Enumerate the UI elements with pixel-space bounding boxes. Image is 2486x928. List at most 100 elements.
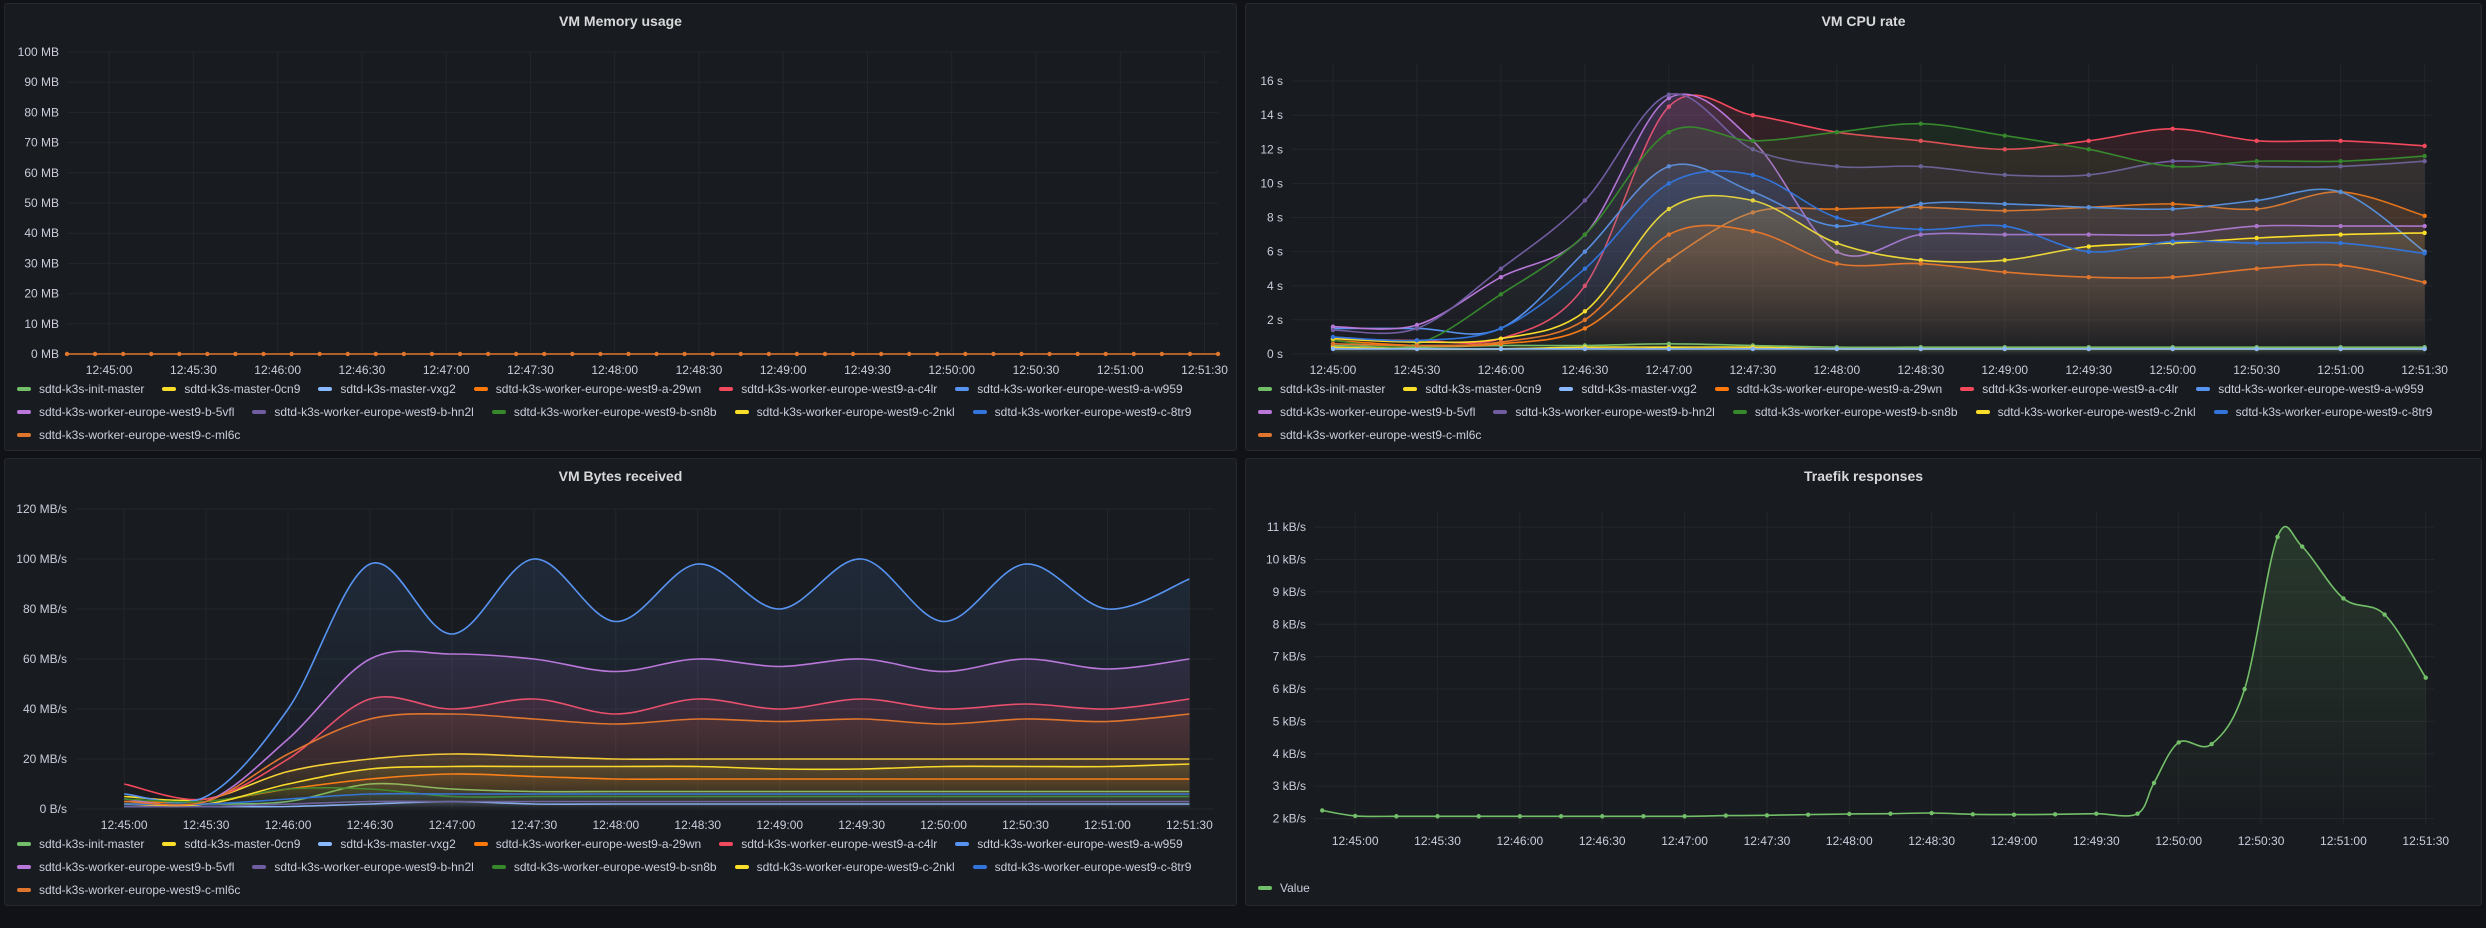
legend-label: sdtd-k3s-master-vxg2 (340, 381, 456, 396)
legend-item[interactable]: sdtd-k3s-master-vxg2 (318, 835, 456, 852)
data-point (2170, 164, 2175, 169)
x-tick-label: 12:48:00 (591, 363, 638, 377)
legend-label: sdtd-k3s-master-0cn9 (184, 836, 301, 851)
data-point (1320, 808, 1325, 813)
data-point (2086, 249, 2091, 254)
legend-item[interactable]: sdtd-k3s-worker-europe-west9-c-8tr9 (972, 858, 1191, 875)
data-point (2422, 280, 2427, 285)
data-point (1970, 812, 1976, 817)
legend-item[interactable]: sdtd-k3s-worker-europe-west9-c-ml6c (1258, 426, 1481, 443)
data-point (2094, 811, 2099, 816)
legend-item[interactable]: sdtd-k3s-master-0cn9 (1403, 380, 1541, 397)
legend-item[interactable]: sdtd-k3s-init-master (17, 380, 144, 397)
legend-label: sdtd-k3s-worker-europe-west9-a-29wn (495, 836, 702, 851)
legend-item[interactable]: sdtd-k3s-worker-europe-west9-a-29wn (473, 380, 701, 397)
data-point (261, 351, 266, 357)
x-tick-label: 12:51:00 (2317, 363, 2364, 377)
y-tick-label: 60 MB (24, 166, 59, 180)
panel-title[interactable]: VM Memory usage (559, 13, 682, 29)
legend-label: sdtd-k3s-worker-europe-west9-c-2nkl (756, 404, 955, 419)
data-point (1582, 198, 1588, 203)
legend-item[interactable]: sdtd-k3s-worker-europe-west9-b-sn8b (1732, 403, 1958, 420)
legend-label: sdtd-k3s-worker-europe-west9-c-ml6c (1280, 427, 1482, 442)
legend-item[interactable]: sdtd-k3s-worker-europe-west9-c-8tr9 (2213, 403, 2432, 420)
data-point (1834, 130, 1840, 135)
legend-item[interactable]: sdtd-k3s-worker-europe-west9-b-5vfl (17, 403, 234, 420)
legend-item[interactable]: sdtd-k3s-worker-europe-west9-a-c4lr (1960, 380, 2178, 397)
legend-item[interactable]: Value (1258, 879, 1310, 896)
legend-item[interactable]: sdtd-k3s-master-0cn9 (162, 380, 300, 397)
data-point (233, 351, 238, 357)
legend-item[interactable]: sdtd-k3s-worker-europe-west9-b-5vfl (1258, 403, 1475, 420)
legend-item[interactable]: sdtd-k3s-worker-europe-west9-a-29wn (1714, 380, 1943, 397)
data-point (1019, 351, 1024, 357)
x-tick-label: 12:47:00 (1661, 834, 1708, 848)
panel-title[interactable]: VM CPU rate (1821, 13, 1906, 29)
legend-item[interactable]: sdtd-k3s-master-vxg2 (1559, 380, 1697, 397)
data-point (2300, 544, 2305, 549)
data-point (2052, 812, 2058, 817)
x-tick-label: 12:51:30 (2402, 834, 2449, 848)
legend-item[interactable]: sdtd-k3s-worker-europe-west9-c-ml6c (17, 426, 240, 443)
legend-item[interactable]: sdtd-k3s-worker-europe-west9-a-29wn (473, 835, 702, 852)
y-tick-label: 70 MB (24, 136, 59, 150)
legend-item[interactable]: sdtd-k3s-worker-europe-west9-a-w959 (955, 380, 1183, 397)
series-line (1332, 170, 2425, 342)
legend-label: sdtd-k3s-master-0cn9 (184, 381, 301, 396)
panel-title[interactable]: Traefik responses (1803, 468, 1924, 484)
legend-label: sdtd-k3s-worker-europe-west9-b-5vfl (1280, 404, 1476, 419)
data-point (2338, 159, 2343, 164)
y-tick-label: 20 MB (24, 287, 59, 301)
legend-item[interactable]: sdtd-k3s-worker-europe-west9-a-w959 (2196, 380, 2424, 397)
legend-item[interactable]: sdtd-k3s-worker-europe-west9-b-hn2l (252, 403, 474, 420)
data-point (1498, 326, 1504, 331)
x-tick-label: 12:49:30 (844, 363, 891, 377)
data-point (2338, 240, 2343, 246)
legend-item[interactable]: sdtd-k3s-worker-europe-west9-c-2nkl (1975, 403, 2196, 420)
x-tick-label: 12:48:00 (1826, 834, 1873, 848)
legend-item[interactable]: sdtd-k3s-worker-europe-west9-c-8tr9 (972, 403, 1191, 420)
data-point (2011, 812, 2017, 817)
legend-swatch (491, 409, 506, 414)
data-point (1918, 227, 1923, 232)
data-point (2422, 153, 2427, 159)
panel-title[interactable]: VM Bytes received (558, 468, 683, 484)
data-point (2254, 138, 2259, 143)
legend-item[interactable]: sdtd-k3s-worker-europe-west9-a-c4lr (719, 835, 937, 852)
y-tick-label: 8 kB/s (1273, 617, 1306, 631)
x-tick-label: 12:46:00 (254, 363, 301, 377)
data-point (598, 351, 603, 357)
legend-item[interactable]: sdtd-k3s-worker-europe-west9-a-c4lr (719, 380, 937, 397)
legend-swatch (719, 386, 734, 391)
legend-item[interactable]: sdtd-k3s-worker-europe-west9-b-sn8b (491, 403, 717, 420)
data-point (1394, 814, 1399, 819)
y-tick-label: 7 kB/s (1273, 650, 1306, 664)
legend-item[interactable]: sdtd-k3s-worker-europe-west9-b-sn8b (491, 858, 717, 875)
legend-item[interactable]: sdtd-k3s-worker-europe-west9-b-hn2l (1493, 403, 1715, 420)
legend-item[interactable]: sdtd-k3s-worker-europe-west9-b-hn2l (252, 858, 474, 875)
legend-item[interactable]: sdtd-k3s-worker-europe-west9-b-5vfl (17, 858, 234, 875)
legend-item[interactable]: sdtd-k3s-master-0cn9 (162, 835, 300, 852)
legend-item[interactable]: sdtd-k3s-worker-europe-west9-a-w959 (955, 835, 1183, 852)
data-point (2275, 534, 2280, 540)
data-point (1517, 814, 1523, 819)
y-tick-label: 100 MB (18, 45, 59, 59)
x-tick-label: 12:47:30 (1729, 363, 1776, 377)
data-point (2338, 138, 2343, 143)
legend-item[interactable]: sdtd-k3s-worker-europe-west9-c-ml6c (17, 881, 240, 898)
y-tick-label: 2 s (1267, 313, 1283, 327)
legend-item[interactable]: sdtd-k3s-worker-europe-west9-c-2nkl (734, 858, 955, 875)
x-tick-label: 12:47:00 (429, 818, 476, 832)
legend-label: sdtd-k3s-master-0cn9 (1425, 381, 1542, 396)
legend-label: sdtd-k3s-worker-europe-west9-a-29wn (1736, 381, 1943, 396)
legend-item[interactable]: sdtd-k3s-master-vxg2 (318, 380, 456, 397)
x-tick-label: 12:45:30 (183, 818, 230, 832)
legend-item[interactable]: sdtd-k3s-init-master (17, 835, 144, 852)
legend-swatch (1258, 386, 1272, 391)
x-tick-label: 12:48:30 (1897, 363, 1944, 377)
data-point (2338, 232, 2343, 237)
legend-item[interactable]: sdtd-k3s-worker-europe-west9-c-2nkl (734, 403, 955, 420)
y-tick-label: 4 kB/s (1273, 747, 1306, 761)
legend-item[interactable]: sdtd-k3s-init-master (1258, 380, 1385, 397)
legend-swatch (2213, 409, 2228, 414)
